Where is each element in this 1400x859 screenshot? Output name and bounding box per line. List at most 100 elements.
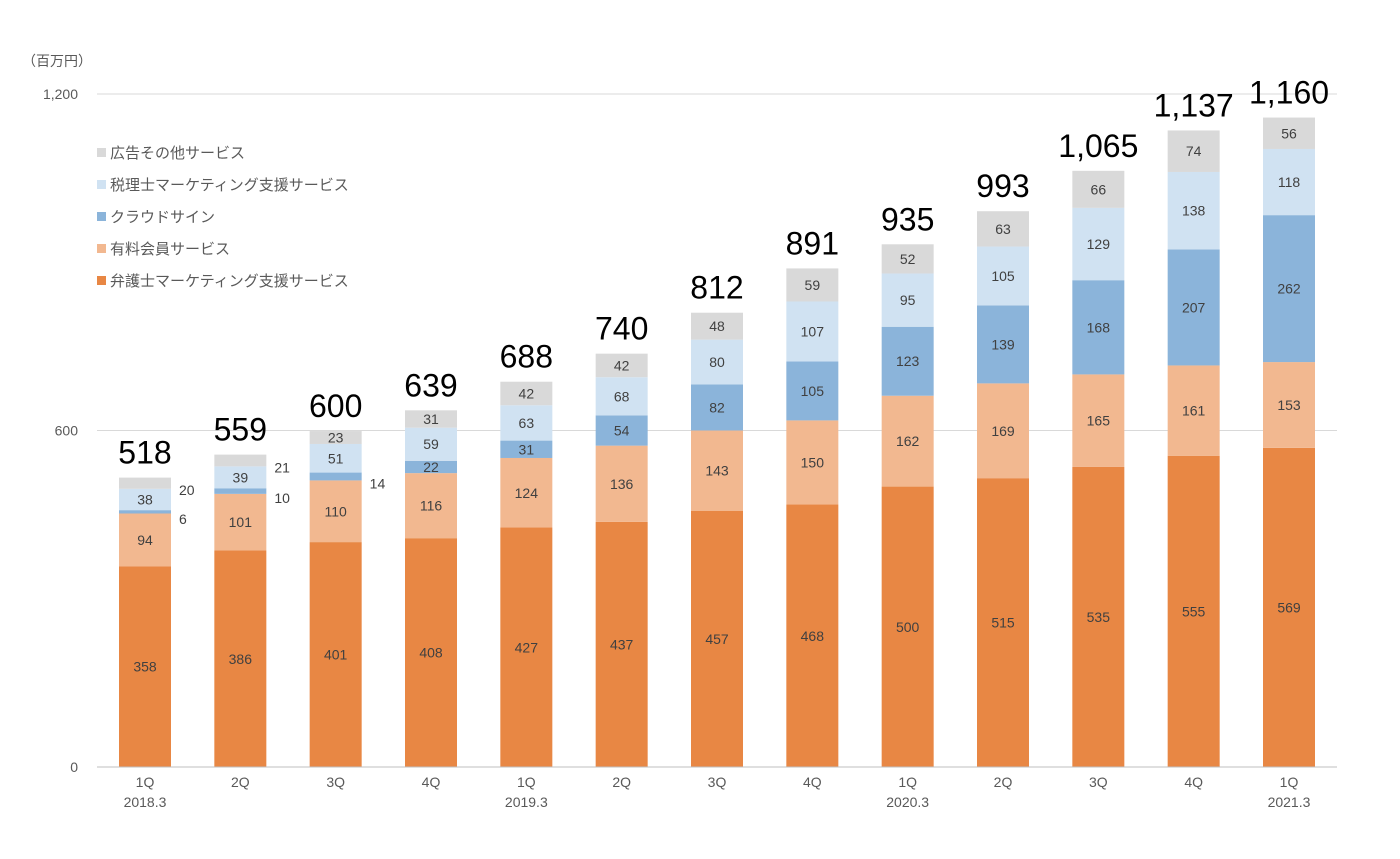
bar-segment — [309, 480, 362, 543]
bar-segment — [1072, 374, 1125, 467]
bar-segment — [786, 420, 839, 505]
bar-segment — [881, 486, 934, 767]
data-label: 39 — [233, 469, 249, 485]
data-label: 66 — [1091, 181, 1107, 197]
data-label: 124 — [515, 485, 539, 501]
x-tick-label: 2Q — [994, 774, 1013, 790]
total-label: 1,160 — [1249, 75, 1329, 111]
data-label: 31 — [423, 411, 439, 427]
total-label: 740 — [595, 311, 648, 347]
bar-segment — [1072, 466, 1125, 767]
x-tick-label: 1Q — [1280, 774, 1299, 790]
data-label: 408 — [419, 645, 443, 661]
data-label: 136 — [610, 476, 634, 492]
data-label: 535 — [1087, 609, 1111, 625]
y-tick-label: 1,200 — [43, 86, 78, 102]
bar-segment — [500, 381, 553, 406]
bar-segment — [309, 443, 362, 473]
bar-segment — [1072, 170, 1125, 208]
data-label: 165 — [1087, 413, 1111, 429]
data-label: 169 — [991, 423, 1015, 439]
total-label: 688 — [500, 339, 553, 375]
x-tick-label: 4Q — [422, 774, 441, 790]
data-label: 468 — [801, 628, 825, 644]
bar-segment — [309, 472, 362, 481]
legend-swatch — [97, 276, 106, 285]
bar-segment — [1263, 148, 1315, 216]
bar-segment — [405, 410, 457, 428]
bar-segment — [977, 211, 1029, 247]
data-label: 56 — [1281, 125, 1297, 141]
data-label: 457 — [705, 631, 729, 647]
x-tick-fiscal-year: 2021.3 — [1268, 794, 1311, 810]
data-label: 153 — [1277, 397, 1301, 413]
bar-segment — [405, 473, 457, 539]
legend-entry: 広告その他サービス — [110, 145, 245, 162]
data-label: 143 — [705, 463, 729, 479]
bar-segment — [977, 478, 1029, 767]
total-label: 812 — [690, 270, 743, 306]
data-label: 59 — [805, 277, 821, 293]
data-label: 38 — [137, 491, 153, 507]
bar-segment — [595, 521, 648, 767]
data-label: 555 — [1182, 603, 1206, 619]
data-label: 48 — [709, 318, 725, 334]
bar-segment — [119, 513, 171, 567]
data-label: 168 — [1087, 319, 1111, 335]
bar-segment — [309, 431, 362, 444]
bar-segment — [691, 339, 743, 385]
data-label: 82 — [709, 400, 725, 416]
bar-segment — [500, 405, 553, 441]
bar-segment — [500, 457, 553, 528]
data-label: 358 — [133, 659, 157, 675]
data-label: 437 — [610, 636, 634, 652]
data-label: 80 — [709, 354, 725, 370]
data-label: 118 — [1278, 174, 1301, 190]
bar-segment — [881, 244, 934, 274]
bar-segment — [977, 383, 1029, 479]
data-label: 63 — [995, 221, 1011, 237]
bar-segment — [1263, 117, 1315, 149]
data-label: 116 — [420, 498, 443, 514]
bar-segment — [1072, 207, 1125, 281]
data-label: 74 — [1186, 143, 1202, 159]
data-label: 52 — [900, 251, 916, 267]
bar-segment — [881, 395, 934, 487]
bar-segment — [214, 454, 267, 467]
bar-segment — [786, 361, 839, 421]
x-tick-label: 2Q — [231, 774, 250, 790]
total-label: 891 — [786, 225, 839, 261]
bar-segment — [1167, 365, 1220, 456]
y-tick-label: 600 — [55, 423, 79, 439]
bar-segment — [119, 488, 171, 511]
data-label: 569 — [1277, 599, 1301, 615]
legend-swatch — [97, 148, 106, 157]
bar-segment — [786, 268, 839, 302]
data-label: 14 — [370, 475, 386, 491]
data-label: 105 — [991, 268, 1015, 284]
bar-segment — [881, 273, 934, 327]
bar-segment — [595, 353, 648, 378]
bar-segment — [405, 427, 457, 461]
data-label: 21 — [274, 460, 290, 476]
legend-swatch — [97, 180, 106, 189]
data-label: 22 — [423, 459, 439, 475]
total-label: 559 — [214, 412, 267, 448]
data-label: 23 — [328, 430, 344, 446]
bar-segment — [1167, 171, 1220, 250]
bar-segment — [786, 301, 839, 362]
bar-segment — [1072, 280, 1125, 375]
bar-segment — [977, 305, 1029, 384]
data-label: 68 — [614, 388, 630, 404]
data-label: 427 — [515, 639, 539, 655]
data-label: 110 — [325, 503, 348, 519]
total-label: 1,065 — [1058, 128, 1138, 164]
bar-segment — [405, 460, 457, 474]
x-tick-label: 1Q — [136, 774, 155, 790]
bar-segment — [1167, 130, 1220, 172]
data-label: 150 — [801, 454, 825, 470]
data-label: 101 — [229, 514, 253, 530]
bar-segment — [1263, 215, 1315, 363]
data-label: 105 — [801, 383, 825, 399]
bar-segment — [786, 504, 839, 767]
